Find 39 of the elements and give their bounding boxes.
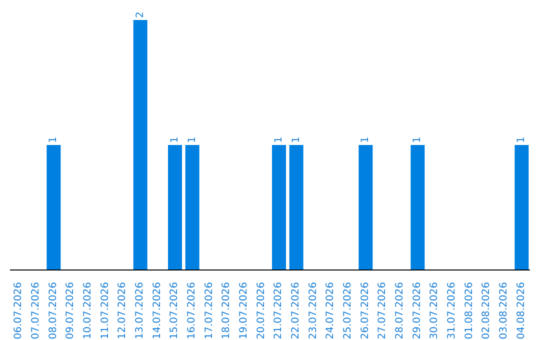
- x-tick-label: 31.07.2026: [446, 282, 458, 340]
- data-label: 1: [516, 136, 528, 143]
- x-tick-label: 16.07.2026: [186, 282, 198, 340]
- x-tick-label: 27.07.2026: [377, 282, 388, 340]
- data-label: 1: [170, 136, 180, 143]
- x-tick-label: 17.07.2026: [204, 282, 215, 340]
- x-tick-label: 29.07.2026: [412, 282, 423, 340]
- x-tick-label: 01.08.2026: [464, 282, 475, 340]
- x-tick-label: 18.07.2026: [221, 282, 232, 340]
- x-tick-label: 04.08.2026: [516, 282, 527, 340]
- x-tick-label: 21.07.2026: [273, 282, 284, 340]
- data-label: 1: [274, 136, 284, 143]
- x-tick-label: 12.07.2026: [117, 282, 128, 340]
- x-tick-label: 20.07.2026: [256, 282, 267, 340]
- x-tick-label: 07.07.2026: [30, 282, 42, 340]
- x-tick-label: 13.07.2026: [134, 282, 146, 340]
- data-label: 1: [186, 136, 198, 143]
- x-tick-label: 09.07.2026: [65, 282, 76, 340]
- x-tick-label: 25.07.2026: [342, 282, 354, 340]
- x-tick-label: 15.07.2026: [169, 282, 180, 340]
- x-tick-label: 24.07.2026: [325, 282, 336, 340]
- data-label: 1: [48, 136, 60, 143]
- x-tick-label: 03.08.2026: [498, 282, 510, 340]
- x-tick-label: 14.07.2026: [152, 282, 163, 340]
- x-tick-label: 22.07.2026: [290, 282, 302, 340]
- x-tick-label: 10.07.2026: [82, 282, 94, 340]
- x-tick-label: 30.07.2026: [429, 282, 440, 340]
- x-tick-label: 26.07.2026: [360, 282, 371, 340]
- x-tick-label: 11.07.2026: [100, 282, 111, 340]
- x-tick-label: 02.08.2026: [481, 282, 492, 340]
- data-label: 1: [412, 136, 424, 143]
- x-tick-label: 28.07.2026: [394, 282, 406, 340]
- data-label: 1: [290, 136, 302, 143]
- data-label: 1: [360, 136, 372, 143]
- x-tick-label: 19.07.2026: [238, 282, 250, 340]
- x-tick-label: 08.07.2026: [48, 282, 59, 340]
- x-tick-label: 23.07.2026: [308, 282, 319, 340]
- x-tick-label: 06.07.2026: [13, 282, 24, 340]
- data-label: 2: [134, 12, 146, 18]
